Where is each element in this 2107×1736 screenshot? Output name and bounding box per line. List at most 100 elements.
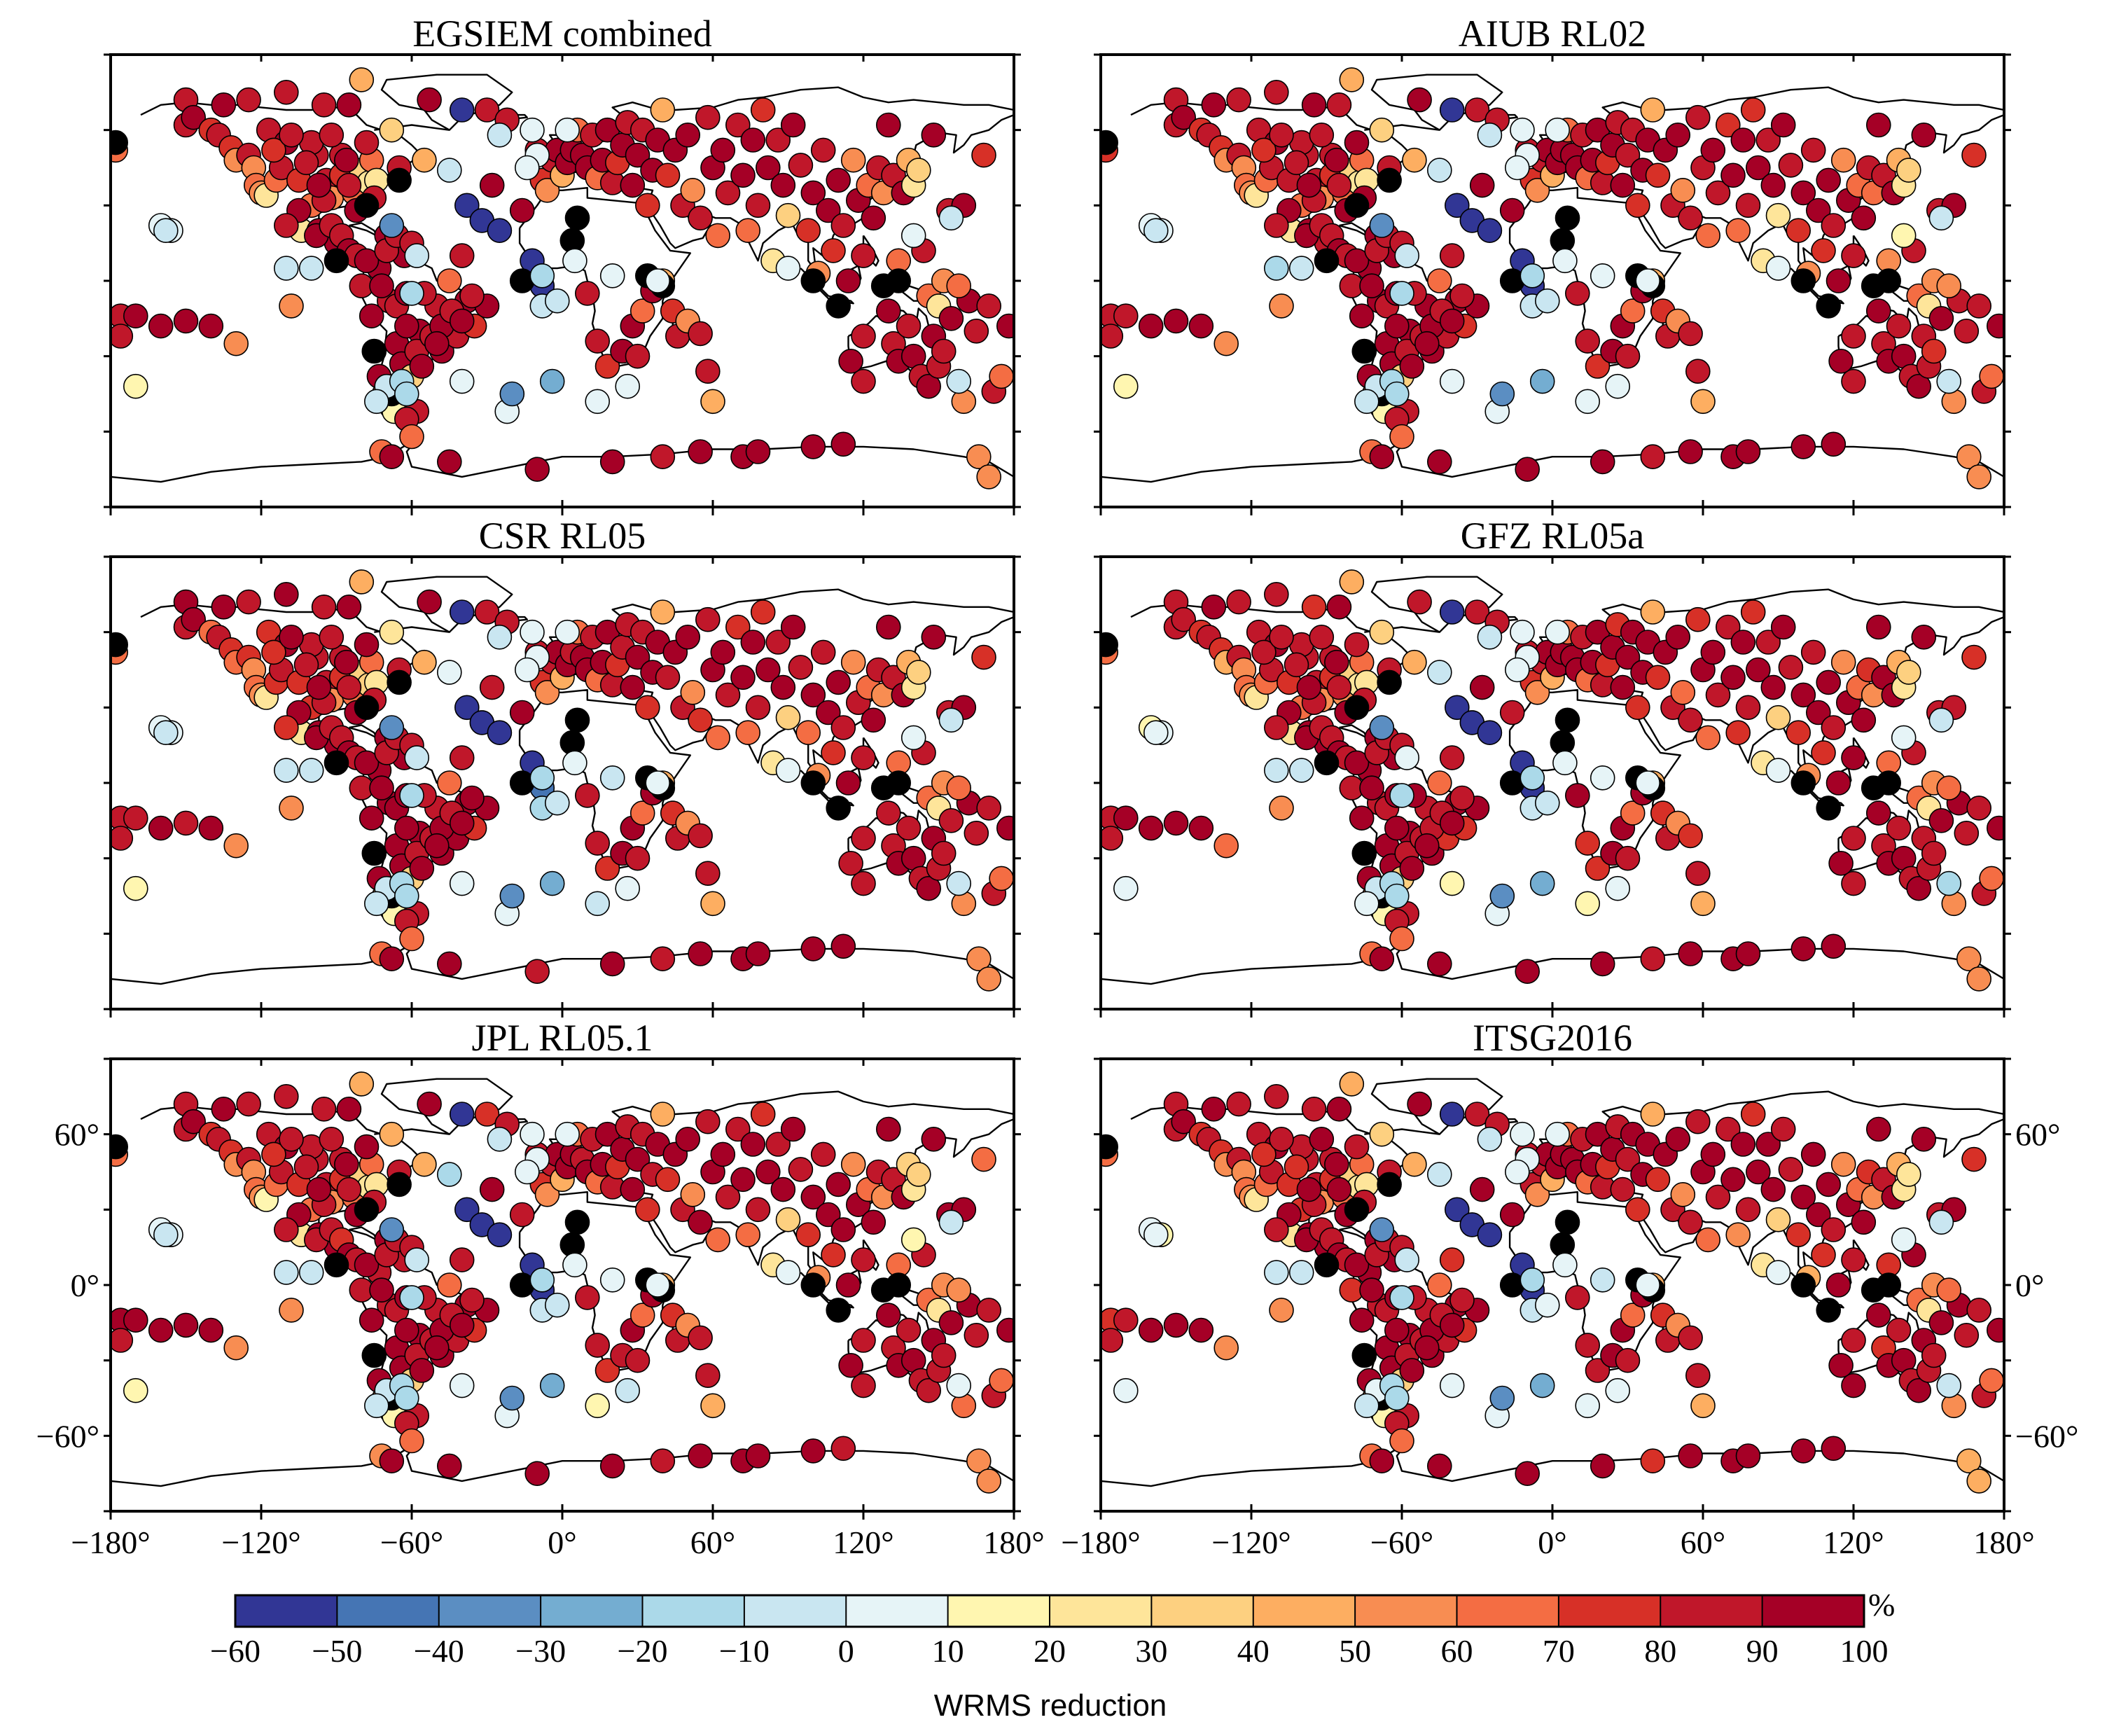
station-marker — [1545, 117, 1571, 143]
station-marker — [1113, 373, 1139, 399]
station-marker — [976, 1298, 1001, 1323]
station-marker — [1811, 238, 1836, 263]
station-marker — [1384, 381, 1410, 407]
station-marker — [900, 725, 926, 751]
station-marker — [1439, 97, 1465, 123]
station-marker — [1214, 331, 1239, 356]
station-marker — [1464, 599, 1490, 625]
station-marker — [363, 1393, 389, 1419]
station-marker — [700, 1393, 725, 1419]
station-marker — [900, 223, 926, 249]
map-area — [111, 67, 1014, 489]
station-marker — [261, 1141, 286, 1167]
station-marker — [1806, 197, 1831, 223]
station-marker — [876, 112, 901, 138]
station-marker — [436, 449, 462, 475]
station-marker — [1344, 193, 1370, 218]
station-marker — [1384, 815, 1410, 841]
station-marker — [1389, 424, 1414, 450]
station-marker — [1477, 625, 1503, 650]
station-marker — [1590, 951, 1615, 977]
station-marker — [387, 167, 412, 193]
station-marker — [459, 785, 485, 811]
station-marker — [688, 707, 713, 733]
station-marker — [780, 112, 806, 138]
station-marker — [1765, 202, 1791, 228]
station-marker — [725, 1116, 751, 1142]
station-marker — [900, 1227, 926, 1253]
panel-title: CSR RL05 — [479, 515, 646, 557]
station-marker — [1414, 331, 1440, 356]
station-marker — [399, 783, 424, 808]
station-marker — [730, 1167, 756, 1193]
station-marker — [354, 750, 380, 776]
station-marker — [1251, 1141, 1277, 1167]
station-marker — [487, 218, 513, 243]
station-marker — [1645, 1167, 1671, 1193]
station-marker — [1101, 324, 1124, 349]
y-tick-label: 60° — [2015, 1117, 2060, 1153]
station-marker — [788, 1157, 814, 1182]
station-marker — [1113, 303, 1139, 329]
station-marker — [770, 1176, 796, 1202]
station-marker — [1414, 1335, 1440, 1361]
station-marker — [1678, 205, 1703, 231]
station-marker — [436, 1272, 462, 1298]
station-marker — [1426, 1272, 1452, 1298]
colorbar-tick-label: −10 — [719, 1633, 770, 1669]
station-marker — [509, 700, 535, 725]
station-marker — [946, 870, 971, 896]
station-marker — [655, 665, 681, 690]
station-marker — [1911, 123, 1937, 148]
station-marker — [436, 268, 462, 293]
station-marker — [780, 614, 806, 640]
station-marker — [379, 715, 405, 740]
station-marker — [394, 313, 419, 339]
station-marker — [520, 1121, 545, 1147]
station-marker — [1344, 695, 1370, 721]
station-marker — [574, 1285, 600, 1310]
station-marker — [745, 1443, 771, 1468]
station-marker — [634, 1197, 660, 1223]
station-marker — [1394, 243, 1420, 268]
station-marker — [1936, 870, 1961, 896]
station-marker — [840, 649, 866, 675]
station-marker — [931, 1342, 957, 1368]
station-marker — [1745, 155, 1771, 181]
station-marker — [1816, 669, 1841, 695]
station-marker — [387, 1172, 412, 1197]
station-marker — [1928, 1209, 1954, 1235]
station-marker — [1301, 92, 1327, 118]
station-marker — [449, 810, 475, 836]
station-marker — [1678, 321, 1703, 347]
station-marker — [1138, 1317, 1164, 1343]
station-marker — [625, 142, 651, 168]
station-marker — [1640, 599, 1666, 625]
station-marker — [1605, 373, 1631, 399]
coastline — [111, 1442, 1014, 1487]
station-marker — [1426, 449, 1452, 475]
station-marker — [1715, 1116, 1741, 1142]
y-tick-label: 60° — [55, 1117, 99, 1153]
station-marker — [1384, 1317, 1410, 1343]
station-marker — [906, 1162, 931, 1187]
station-marker — [417, 1091, 442, 1117]
station-marker — [1264, 1217, 1289, 1242]
station-marker — [976, 464, 1001, 489]
station-marker — [1520, 1267, 1545, 1293]
station-marker — [1439, 368, 1465, 394]
station-marker — [1555, 707, 1580, 733]
station-marker — [111, 324, 134, 349]
station-marker — [1214, 1335, 1239, 1361]
station-marker — [1678, 941, 1703, 966]
station-marker — [1821, 715, 1847, 740]
station-marker — [585, 1393, 611, 1419]
station-marker — [361, 1342, 387, 1368]
station-marker — [1765, 758, 1791, 783]
station-marker — [123, 1307, 148, 1333]
station-marker — [1590, 765, 1615, 791]
station-marker — [1545, 619, 1571, 645]
station-marker — [1113, 1377, 1139, 1403]
station-marker — [1954, 318, 1980, 344]
station-marker — [1685, 861, 1711, 887]
